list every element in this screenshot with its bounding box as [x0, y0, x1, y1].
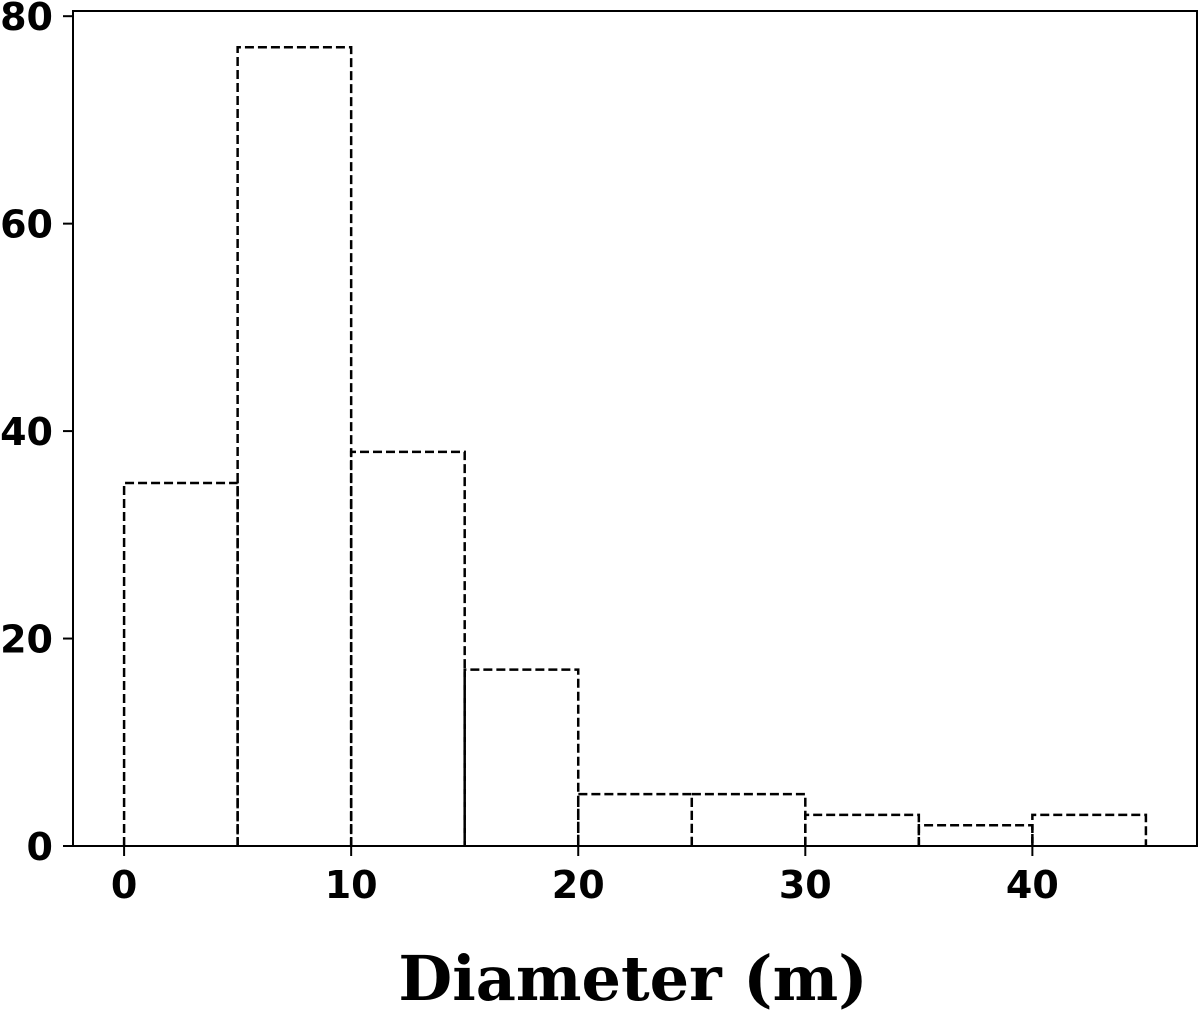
y-tick-label: 80	[0, 0, 53, 39]
histogram-bar-3	[463, 668, 580, 846]
y-tick-label: 20	[0, 618, 53, 662]
x-tick-label: 20	[552, 863, 605, 907]
x-tick-label: 10	[325, 863, 378, 907]
x-axis-title: Diameter (m)	[398, 942, 867, 1015]
y-tick-label: 0	[27, 825, 53, 869]
y-tick-label: 40	[0, 410, 53, 454]
histogram-bar-8	[1031, 813, 1148, 846]
histogram-bar-4	[576, 792, 694, 846]
x-tick-label: 30	[779, 863, 832, 907]
plot-background	[73, 11, 1197, 846]
histogram-bars	[122, 46, 1148, 846]
x-tick-label: 0	[111, 863, 137, 907]
y-tick-label: 60	[0, 203, 53, 247]
x-tick-label: 40	[1006, 863, 1059, 907]
histogram-bar-7	[917, 824, 1034, 846]
histogram-bar-5	[690, 792, 807, 846]
histogram-bar-0	[122, 481, 239, 846]
histogram-bar-2	[349, 450, 466, 846]
x-axis-ticks: 0 10 20 30 40	[111, 846, 1059, 907]
plot-frame	[72, 10, 1198, 847]
y-axis-ticks: 0 20 40 60 80	[0, 0, 73, 869]
